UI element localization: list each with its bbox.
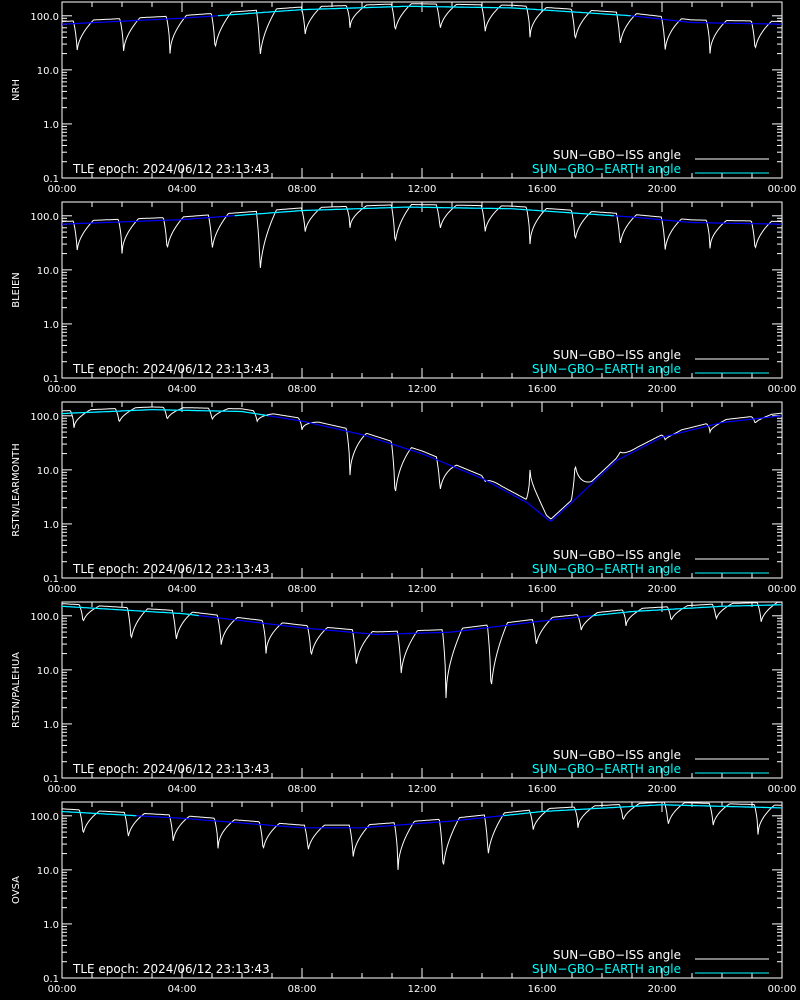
y-axis-label: NRH (11, 79, 22, 101)
y-tick-label: 100.0 (30, 612, 59, 623)
iss-angle-line (62, 602, 782, 699)
x-tick-label: 16:00 (528, 384, 557, 395)
y-tick-label: 0.1 (43, 774, 59, 785)
x-tick-label: 20:00 (648, 184, 677, 195)
chart-panel-rstn-palehua: 0.1 1.0 10.0 100.0 00:00 04:00 08:00 12:00 16:00… (11, 601, 797, 795)
y-tick-label: 100.0 (30, 812, 59, 823)
tle-epoch-label: TLE epoch: 2024/06/12 23:13:43 (72, 362, 270, 376)
x-tick-label: 04:00 (168, 384, 197, 395)
curves (62, 602, 782, 699)
x-tick-label: 08:00 (288, 784, 317, 795)
y-tick-label: 0.1 (43, 574, 59, 585)
x-tick-label: 00:00 (768, 584, 797, 595)
y-tick-label: 100.0 (30, 212, 59, 223)
x-tick-label: 20:00 (648, 984, 677, 995)
curves (62, 204, 782, 268)
x-tick-label: 16:00 (528, 984, 557, 995)
y-axis-label: BLEIEN (11, 272, 22, 308)
iss-angle-line (62, 204, 782, 268)
x-tick-label: 20:00 (648, 384, 677, 395)
y-tick-label: 0.1 (43, 374, 59, 385)
y-tick-label: 1.0 (43, 120, 59, 131)
x-tick-label: 08:00 (288, 184, 317, 195)
legend-iss-label: SUN−GBO−ISS angle (553, 148, 681, 162)
y-axis-label: RSTN/LEARMONTH (11, 443, 22, 537)
y-tick-label: 1.0 (43, 720, 59, 731)
earth-angle-line (62, 409, 782, 522)
y-axis-label: OVSA (11, 876, 22, 904)
y-axis-label: RSTN/PALEHUA (11, 652, 22, 728)
y-tick-label: 1.0 (43, 520, 59, 531)
x-tick-label: 16:00 (528, 584, 557, 595)
y-tick-label: 0.1 (43, 174, 59, 185)
iss-angle-line (62, 406, 782, 520)
legend-earth-label: SUN−GBO−EARTH angle (532, 162, 681, 176)
x-tick-label: 00:00 (48, 984, 77, 995)
x-tick-label: 00:00 (48, 584, 77, 595)
x-tick-label: 12:00 (408, 384, 437, 395)
x-tick-label: 08:00 (288, 984, 317, 995)
x-tick-label: 00:00 (48, 784, 77, 795)
x-tick-label: 00:00 (48, 184, 77, 195)
iss-angle-line (62, 802, 782, 870)
x-tick-label: 12:00 (408, 784, 437, 795)
legend-iss-label: SUN−GBO−ISS angle (553, 548, 681, 562)
legend-iss-label: SUN−GBO−ISS angle (553, 948, 681, 962)
chart-panel-bleien: 0.1 1.0 10.0 100.0 00:00 04:00 08:00 12:00 16:00… (11, 201, 797, 395)
x-tick-label: 08:00 (288, 384, 317, 395)
x-tick-label: 16:00 (528, 184, 557, 195)
x-tick-label: 04:00 (168, 584, 197, 595)
x-tick-label: 12:00 (408, 184, 437, 195)
chart-panel-rstn-learmonth: 0.1 1.0 10.0 100.0 00:00 04:00 08:00 12:00 16:00… (11, 401, 797, 595)
earth-angle-line-sunlit (217, 5, 631, 17)
x-tick-label: 20:00 (648, 584, 677, 595)
x-tick-label: 04:00 (168, 784, 197, 795)
y-tick-label: 1.0 (43, 920, 59, 931)
chart-panel-nrh: 0.1 1.0 10.0 100.0 00:00 04:00 08:00 12:00 16:00… (11, 1, 797, 195)
tle-epoch-label: TLE epoch: 2024/06/12 23:13:43 (72, 162, 270, 176)
earth-angle-line-sunlit (234, 206, 615, 217)
curves (62, 802, 782, 870)
legend-iss-label: SUN−GBO−ISS angle (553, 748, 681, 762)
x-tick-label: 12:00 (408, 984, 437, 995)
y-tick-label: 1.0 (43, 320, 59, 331)
x-tick-label: 04:00 (168, 984, 197, 995)
y-tick-label: 100.0 (30, 12, 59, 23)
x-tick-label: 04:00 (168, 184, 197, 195)
legend-iss-label: SUN−GBO−ISS angle (553, 348, 681, 362)
tle-epoch-label: TLE epoch: 2024/06/12 23:13:43 (72, 762, 270, 776)
y-tick-label: 10.0 (37, 66, 59, 77)
x-tick-label: 00:00 (768, 784, 797, 795)
x-tick-label: 00:00 (768, 184, 797, 195)
legend-earth-label: SUN−GBO−EARTH angle (532, 362, 681, 376)
y-tick-label: 0.1 (43, 974, 59, 985)
legend-earth-label: SUN−GBO−EARTH angle (532, 962, 681, 976)
tle-epoch-label: TLE epoch: 2024/06/12 23:13:43 (72, 962, 270, 976)
earth-angle-line-sunlit (62, 804, 782, 817)
y-tick-label: 10.0 (37, 266, 59, 277)
y-tick-label: 100.0 (30, 412, 59, 423)
x-tick-label: 00:00 (768, 384, 797, 395)
x-tick-label: 08:00 (288, 584, 317, 595)
legend-earth-label: SUN−GBO−EARTH angle (532, 762, 681, 776)
tle-epoch-label: TLE epoch: 2024/06/12 23:13:43 (72, 562, 270, 576)
y-tick-label: 10.0 (37, 466, 59, 477)
x-tick-label: 12:00 (408, 584, 437, 595)
x-tick-label: 20:00 (648, 784, 677, 795)
x-tick-label: 16:00 (528, 784, 557, 795)
y-tick-label: 10.0 (37, 666, 59, 677)
y-tick-label: 10.0 (37, 866, 59, 877)
curves (62, 3, 782, 54)
chart-panel-ovsa: 0.1 1.0 10.0 100.0 00:00 04:00 08:00 12:00 16:00… (11, 801, 797, 995)
x-tick-label: 00:00 (768, 984, 797, 995)
curves (62, 406, 782, 522)
earth-angle-line-sunlit (62, 604, 782, 617)
x-tick-label: 00:00 (48, 384, 77, 395)
legend-earth-label: SUN−GBO−EARTH angle (532, 562, 681, 576)
